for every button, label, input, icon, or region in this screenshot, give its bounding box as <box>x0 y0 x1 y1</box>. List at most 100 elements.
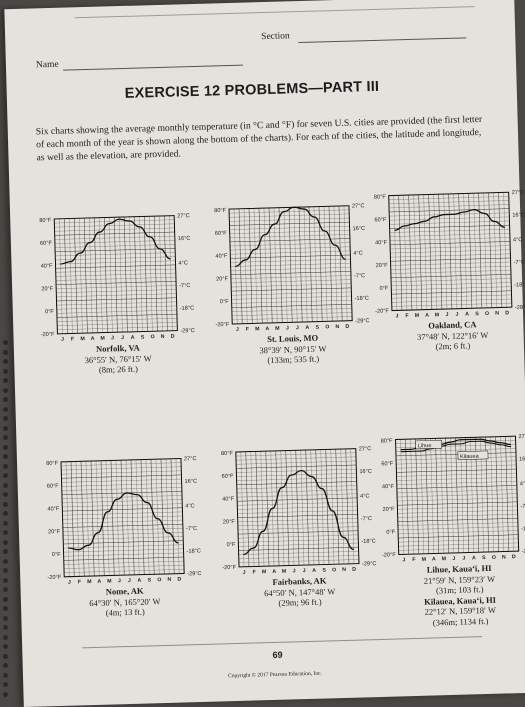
fahrenheit-tick-label: 40°F <box>375 240 388 246</box>
data-point <box>78 549 79 551</box>
legend-label-kilauea: Kilauea <box>460 454 480 461</box>
data-point <box>504 226 506 228</box>
month-tick-label: S <box>141 334 145 340</box>
month-tick-label: J <box>121 335 124 341</box>
fahrenheit-tick-label: -20°F <box>375 308 389 314</box>
data-point <box>60 263 61 265</box>
series-line <box>243 469 354 556</box>
binder-hole <box>3 558 8 564</box>
binder-hole <box>3 492 8 497</box>
month-tick-label: J <box>128 578 131 584</box>
data-point <box>116 498 118 500</box>
month-tick-label: S <box>322 567 326 573</box>
fahrenheit-tick-label: 60°F <box>47 483 60 489</box>
temperature-chart: 27°C 16°C 4°C -7°C -18°C -29°C 80°F 60°F 40°F 20°… <box>381 434 525 564</box>
data-point <box>394 229 396 231</box>
month-tick-label: F <box>405 313 408 319</box>
celsius-tick-label: 16°C <box>519 456 525 462</box>
data-point <box>443 214 445 215</box>
caption-elevation: (29m; 96 ft.) <box>278 596 322 608</box>
data-point <box>470 441 472 442</box>
fahrenheit-tick-label: 40°F <box>382 484 395 490</box>
celsius-tick-label: 27°C <box>359 446 372 452</box>
fahrenheit-tick-label: 80°F <box>381 438 394 444</box>
month-tick-label: J <box>396 313 399 319</box>
series-line <box>394 208 505 231</box>
data-point <box>264 234 266 236</box>
data-point <box>490 442 492 444</box>
binder-hole <box>3 425 8 431</box>
data-point <box>342 536 344 538</box>
data-point <box>128 220 130 222</box>
fahrenheit-tick-label: 20°F <box>376 263 389 269</box>
month-tick-label: S <box>475 311 479 317</box>
binder-holes <box>0 0 14 700</box>
data-point <box>460 443 462 445</box>
temperature-chart: 27°C 16°C 4°C -7°C -18°C -29°C 80°F 60°F 40°F 20°… <box>39 213 195 343</box>
month-tick-label: F <box>412 557 415 563</box>
data-point <box>510 444 512 445</box>
data-point <box>324 230 326 232</box>
celsius-tick-label: -7°C <box>354 273 365 279</box>
month-tick-label: M <box>100 336 104 342</box>
month-tick-label: J <box>303 568 306 574</box>
celsius-tick-label: -18°C <box>354 296 369 302</box>
fahrenheit-tick-label: 0°F <box>227 542 237 548</box>
chart-grid <box>53 215 178 335</box>
month-tick-label: D <box>171 334 175 340</box>
celsius-tick-label: 16°C <box>185 479 198 485</box>
data-point <box>313 216 315 218</box>
data-point <box>235 265 237 267</box>
month-tick-label: D <box>345 324 349 330</box>
fahrenheit-tick-label: 60°F <box>381 461 394 467</box>
data-point <box>136 494 138 496</box>
city-caption: St. Louis, MO 38°39′ N, 90°15′ W (133m; 53… <box>233 332 354 367</box>
data-point <box>500 442 502 444</box>
month-tick-label: O <box>157 577 161 583</box>
worksheet-page: Section Name EXERCISE 12 PROBLEMS—PART I… <box>4 0 525 707</box>
binder-hole <box>3 387 8 393</box>
fahrenheit-tick-label: 80°F <box>214 208 227 214</box>
celsius-tick-label: 16°C <box>512 212 525 218</box>
temperature-chart: 27°C 16°C 4°C -7°C -18°C -29°C 80°F 60°F 40°F 20°… <box>374 190 525 320</box>
month-tick-label: M <box>422 557 426 563</box>
binder-hole <box>3 539 8 545</box>
data-point <box>262 530 264 532</box>
series-line <box>60 218 171 265</box>
month-tick-label: J <box>293 568 296 574</box>
celsius-tick-label: -7°C <box>514 260 525 266</box>
month-tick-label: D <box>177 577 181 583</box>
fahrenheit-tick-label: 40°F <box>222 496 235 502</box>
data-point <box>433 216 435 218</box>
data-point <box>169 258 171 260</box>
fahrenheit-tick-label: -20°F <box>222 565 236 571</box>
caption-elevation: (8m; 26 ft.) <box>98 363 139 375</box>
celsius-tick-label: 27°C <box>512 190 525 196</box>
celsius-tick-label: -7°C <box>361 516 372 522</box>
binder-hole <box>3 606 8 611</box>
binder-hole <box>3 368 8 374</box>
celsius-tick-label: -18°C <box>514 282 525 288</box>
binder-hole <box>3 520 8 526</box>
data-point <box>414 223 415 225</box>
binder-hole <box>3 473 8 478</box>
series-line <box>68 492 179 551</box>
binder-hole <box>3 340 8 345</box>
month-tick-label: J <box>111 335 114 341</box>
fahrenheit-tick-label: 60°F <box>40 241 53 247</box>
celsius-tick-label: -7°C <box>186 526 197 532</box>
celsius-tick-label: 4°C <box>178 260 188 266</box>
data-point <box>404 225 405 227</box>
city-caption: Fairbanks, AK 64°50′ N, 147°48′ W (29m; 96… <box>239 575 360 610</box>
data-point <box>400 451 402 453</box>
data-point <box>149 236 151 238</box>
binder-hole <box>3 416 8 421</box>
fahrenheit-tick-label: 0°F <box>45 309 55 315</box>
data-point <box>470 439 471 440</box>
fahrenheit-tick-label: 80°F <box>221 451 234 457</box>
charts-area: 27°C 16°C 4°C -7°C -18°C -29°C 80°F 60°F 40°F 20°… <box>4 0 525 707</box>
binder-hole <box>3 644 8 649</box>
chart-legend: Lihue Kilauea <box>415 439 489 461</box>
binder-hole <box>3 634 8 640</box>
binder-hole <box>3 596 8 602</box>
